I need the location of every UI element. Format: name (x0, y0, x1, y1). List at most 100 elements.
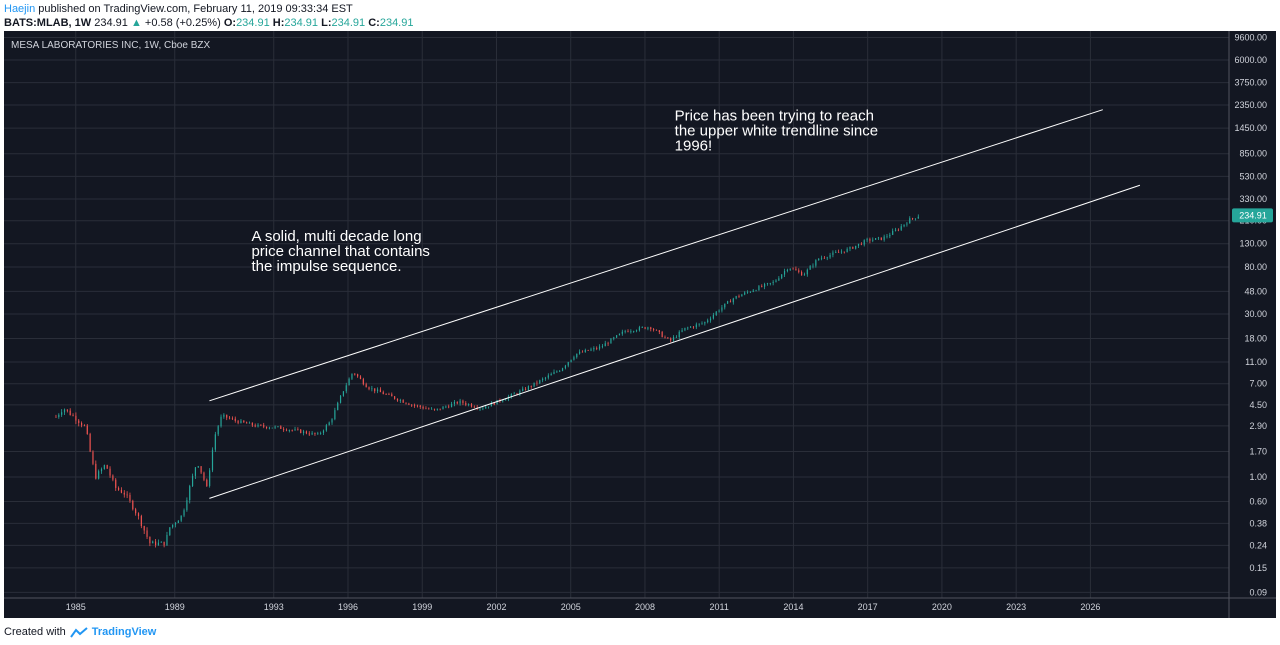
candle-body (829, 254, 831, 258)
candle-body (396, 398, 399, 401)
candle-body (647, 327, 649, 329)
candle-body (160, 541, 162, 543)
candle-body (103, 465, 105, 469)
candle-body (342, 391, 345, 396)
candle-body (231, 418, 234, 420)
candle-body (257, 424, 259, 427)
time-axis[interactable]: 1985 1989 1993 1996 1999 2002 2005 2008 2011 2014… (66, 602, 1101, 612)
candle-body (297, 429, 299, 431)
candle-body (482, 408, 484, 410)
author-link[interactable]: Haejin (4, 3, 36, 15)
candle-body (667, 337, 669, 339)
candle-body (191, 475, 194, 487)
annotation-text: Price has been trying to reach the upper … (675, 107, 878, 154)
candle-body (553, 371, 555, 374)
time-tick-label: 1999 (412, 602, 432, 612)
candle-body (288, 430, 290, 431)
candle-body (732, 298, 734, 303)
candle-body (157, 542, 160, 546)
candle-body (786, 269, 788, 272)
annotation-line: 1996! (675, 137, 713, 154)
time-tick-label: 1985 (66, 602, 86, 612)
candle-body (627, 331, 629, 332)
candle-body (869, 239, 871, 241)
candle-body (681, 330, 683, 332)
tradingview-link[interactable]: TradingView (91, 626, 157, 638)
candle-body (596, 348, 598, 349)
candle-body (320, 432, 322, 434)
candle-body (416, 405, 419, 407)
candle-body (117, 487, 120, 490)
candle-body (581, 351, 584, 353)
candle-body (613, 337, 615, 339)
candle-body (126, 494, 128, 496)
candle-body (260, 424, 262, 426)
candle-body (388, 394, 390, 396)
candle-body (285, 429, 288, 431)
candle-body (339, 395, 342, 403)
candle-body (154, 541, 157, 546)
candle-body (106, 465, 108, 469)
candle-body (365, 384, 367, 388)
close-label: C: (368, 17, 380, 29)
time-tick-label: 2008 (635, 602, 655, 612)
candle-body (559, 370, 561, 372)
candle-body (655, 329, 658, 331)
candle-body (510, 393, 512, 397)
candle-body (889, 234, 891, 237)
candle-body (502, 400, 504, 402)
candle-body (533, 382, 535, 387)
candle-body (857, 243, 860, 246)
candle-body (405, 402, 407, 404)
candle-body (132, 500, 134, 510)
price-tick-label: 4.50 (1249, 400, 1267, 410)
candle-body (263, 425, 265, 427)
candle-body (431, 408, 433, 410)
candle-body (846, 248, 848, 253)
candle-body (761, 286, 763, 287)
candle-body (246, 422, 248, 424)
candle-body (530, 386, 532, 388)
candle-body (556, 371, 558, 373)
candle-body (226, 414, 228, 418)
time-tick-label: 2017 (858, 602, 878, 612)
candle-body (709, 318, 712, 321)
candle-body (516, 393, 518, 395)
price-tick-label: 1450.00 (1234, 123, 1267, 133)
candle-body (135, 509, 137, 514)
candle-body (570, 359, 572, 363)
price-change: +0.58 (+0.25%) (144, 17, 221, 29)
candle-body (459, 400, 461, 404)
time-tick-label: 1996 (338, 602, 358, 612)
close-value: 234.91 (379, 17, 414, 29)
annotation-text: A solid, multi decade long price channel … (251, 228, 429, 275)
candle-body (664, 337, 666, 338)
price-tick-label: 330.00 (1239, 194, 1267, 204)
candle-body (413, 404, 416, 406)
candle-body (772, 281, 774, 283)
price-axis[interactable]: 9600.00 6000.00 3750.00 2350.00 1450.00 850.0… (1234, 33, 1267, 598)
price-tick-label: 850.00 (1239, 149, 1267, 159)
candle-body (567, 362, 569, 366)
candle-body (311, 432, 313, 435)
candle-body (692, 326, 695, 328)
candle-body (769, 282, 771, 284)
candle-body (618, 333, 621, 336)
candle-body (601, 346, 603, 348)
price-chart[interactable]: 9600.00 6000.00 3750.00 2350.00 1450.00 850.0… (4, 31, 1276, 618)
annotation-line: the impulse sequence. (251, 258, 401, 275)
candle-body (635, 330, 638, 332)
candle-body (169, 527, 171, 535)
candle-body (100, 468, 103, 472)
price-tick-label: 1.70 (1249, 447, 1267, 457)
candle-body (909, 218, 911, 224)
price-tick-label: 80.00 (1244, 262, 1267, 272)
candle-body (479, 408, 481, 410)
candle-body (835, 252, 837, 253)
candle-body (849, 247, 851, 249)
annotation-line: Price has been trying to reach (675, 107, 874, 124)
candle-body (294, 429, 296, 431)
price-badge-background (1232, 208, 1273, 223)
candle-body (462, 400, 464, 404)
candle-body (724, 303, 726, 308)
